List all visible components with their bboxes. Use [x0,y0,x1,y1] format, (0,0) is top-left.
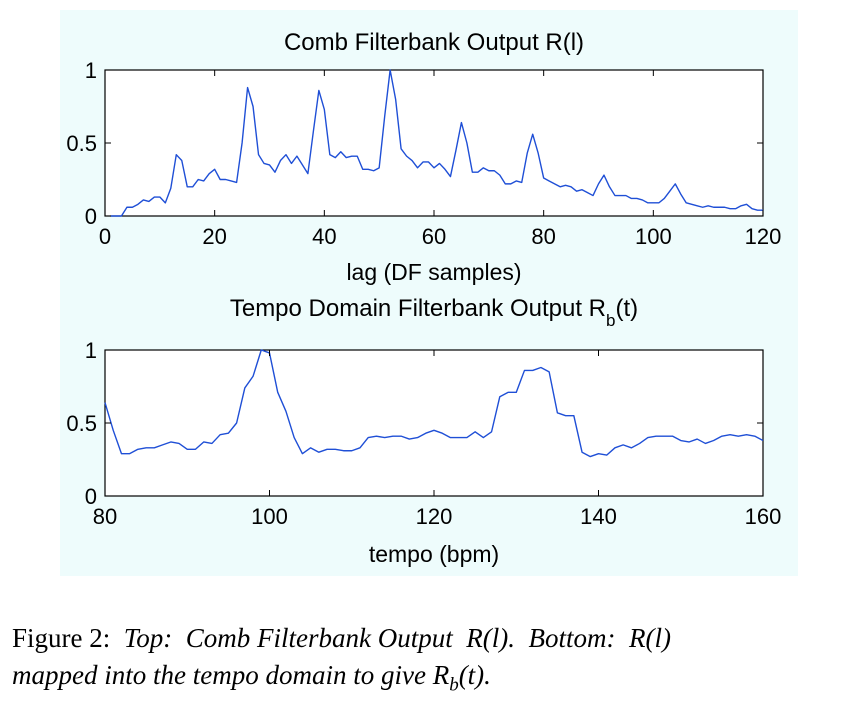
chart1-xtick-label: 60 [422,224,446,249]
caption-rb-sub: b [449,674,459,696]
caption-rb-main: R [432,660,450,690]
chart2-title-main: Tempo Domain Filterbank Output R [230,295,606,322]
caption-line-2: mapped into the tempo domain to give Rb(… [12,657,847,703]
caption-rl-2: R(l) [629,623,671,653]
chart2-xtick-label: 100 [251,504,288,529]
caption-label: Figure 2: [12,623,111,653]
chart2-plot-area [104,349,764,497]
chart1-ytick-label: 1 [85,58,97,83]
chart1-xtick-label: 80 [531,224,555,249]
chart1-xlabel: lag (DF samples) [346,259,521,285]
chart1-xtick-label: 20 [202,224,226,249]
chart2-ytick-label: 1 [85,338,97,363]
chart1-ytick-label: 0 [85,204,97,229]
chart2-xtick-label: 80 [93,504,117,529]
chart2-ytick-label: 0.5 [66,411,97,436]
caption-line2-text: mapped into the tempo domain to give [12,660,426,690]
caption-rl-1: R(l). [466,623,515,653]
chart1-ticks: 0 20 40 60 80 100 120 0 0.5 1 [66,58,781,249]
caption-top-word: Top: [123,623,173,653]
caption-line-1: Figure 2: Top: Comb Filterbank Output R(… [12,620,847,657]
figure-charts: Comb Filterbank Output R(l) 0 20 40 60 80 100… [66,29,781,567]
chart2-ytick-label: 0 [85,484,97,509]
chart1-xtick-label: 40 [312,224,336,249]
chart1-plot-area [104,69,764,217]
chart1-xtick-label: 0 [99,224,111,249]
comb-filterbank-chart: Comb Filterbank Output R(l) 0 20 40 60 80 100… [66,29,781,285]
chart2-series-line [104,349,764,458]
chart2-xtick-label: 120 [416,504,453,529]
chart1-title: Comb Filterbank Output R(l) [284,29,584,56]
chart1-series-line [110,69,763,217]
caption-top-text: Comb Filterbank Output [185,623,453,653]
chart1-xtick-label: 100 [635,224,672,249]
chart2-title-tail: (t) [615,295,638,322]
chart2-xtick-label: 140 [580,504,617,529]
tempo-domain-chart: Tempo Domain Filterbank Output Rb(t) 80 1… [66,295,781,567]
caption-bottom-word: Bottom: [528,623,616,653]
figure-caption: Figure 2: Top: Comb Filterbank Output R(… [12,620,847,703]
chart2-title-sub: b [606,311,615,330]
caption-rb-tail: (t). [458,660,491,690]
chart2-ticks: 80 100 120 140 160 0 0.5 1 [66,338,781,529]
chart2-title: Tempo Domain Filterbank Output Rb(t) [230,295,638,330]
chart2-xlabel: tempo (bpm) [369,541,499,567]
chart1-xtick-label: 120 [745,224,782,249]
chart2-xtick-label: 160 [745,504,782,529]
chart1-ytick-label: 0.5 [66,131,97,156]
